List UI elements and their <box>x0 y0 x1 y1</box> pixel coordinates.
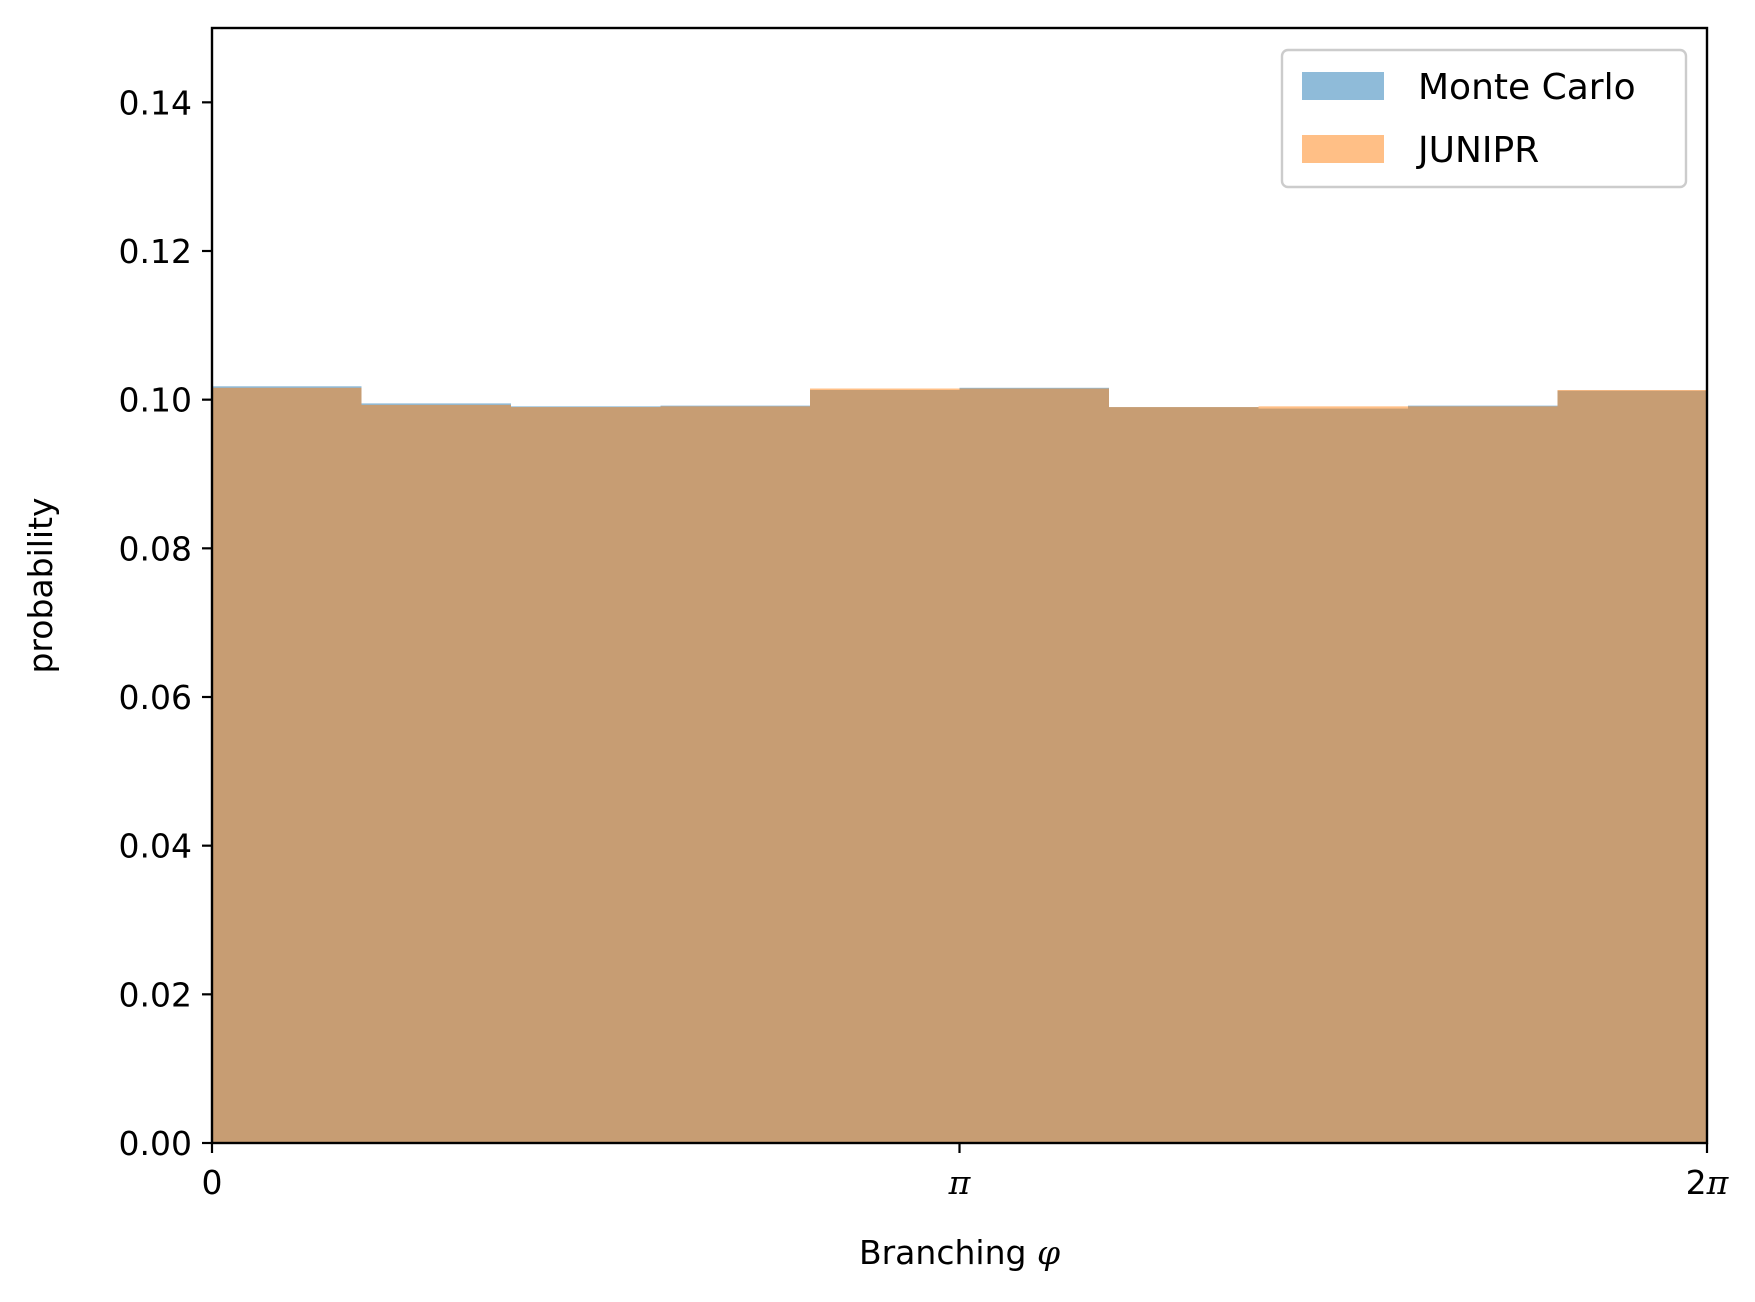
series-junipr <box>212 387 1707 1144</box>
bar <box>1109 407 1259 1144</box>
y-tick-label: 0.10 <box>119 381 192 420</box>
x-axis: 0 π 2π <box>202 1143 1730 1202</box>
y-axis: 0.00 0.02 0.04 0.06 0.08 0.10 0.12 0.14 <box>119 83 212 1163</box>
legend-swatch <box>1302 135 1384 163</box>
bar <box>1258 406 1408 1143</box>
y-axis-label: probability <box>21 497 60 673</box>
bars-layer <box>212 386 1707 1144</box>
y-tick-label: 0.08 <box>119 529 192 568</box>
legend: Monte Carlo JUNIPR <box>1280 48 1688 189</box>
y-tick-label: 0.14 <box>119 83 192 122</box>
y-tick-label: 0.06 <box>119 678 192 717</box>
x-tick-label: 2π <box>1686 1163 1730 1202</box>
bar <box>660 406 810 1143</box>
x-axis-label: Branching φ <box>859 1233 1060 1272</box>
bar <box>1408 406 1558 1143</box>
bar <box>959 388 1109 1143</box>
bar <box>212 387 362 1144</box>
bar <box>361 404 511 1143</box>
y-tick-label: 0.00 <box>119 1124 192 1163</box>
x-tick-label: π <box>948 1163 972 1202</box>
x-tick-label: 0 <box>202 1163 223 1202</box>
bar <box>511 407 661 1144</box>
y-tick-label: 0.12 <box>119 232 192 271</box>
y-tick-label: 0.04 <box>119 827 192 866</box>
legend-label: JUNIPR <box>1416 130 1539 171</box>
bar <box>810 388 960 1143</box>
y-tick-label: 0.02 <box>119 975 192 1014</box>
legend-label: Monte Carlo <box>1418 67 1636 108</box>
bar <box>1557 390 1707 1144</box>
legend-swatch <box>1302 72 1384 100</box>
